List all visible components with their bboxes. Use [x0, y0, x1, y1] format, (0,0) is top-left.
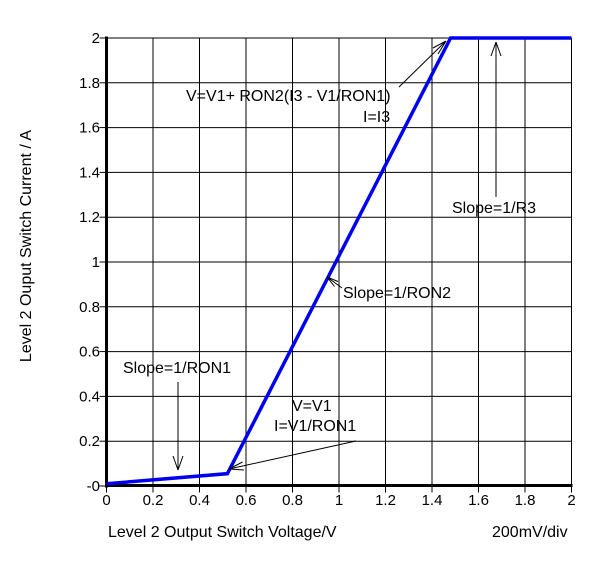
x-tick-label: 1.2 [375, 492, 396, 509]
y-tick-label: 0.8 [79, 299, 100, 316]
x-axis-scale-note: 200mV/div [492, 524, 568, 541]
annotation-slope-ron1: Slope=1/RON1 [123, 360, 232, 377]
y-tick-label: 1 [92, 254, 100, 271]
x-tick-label: 0.4 [189, 492, 210, 509]
annotation-saturation-equation-line2: I=I3 [363, 109, 391, 126]
x-tick-label: 1.4 [422, 492, 443, 509]
y-tick-label: 2 [92, 30, 100, 47]
y-tick-label: 0.6 [79, 344, 100, 361]
y-tick-labels: -0 0.2 0.4 0.6 0.8 1 1.2 1.4 1.6 1.8 2 [79, 30, 100, 495]
iv-curve [106, 36, 572, 486]
y-tick-label: 1.8 [79, 75, 100, 92]
arrow-saturation-corner [398, 40, 447, 88]
x-tick-label: 0.2 [143, 492, 164, 509]
annotation-knee-line2: I=V1/RON1 [274, 418, 357, 435]
y-tick-label: 1.4 [79, 164, 100, 181]
arrow-slope-ron1 [172, 382, 184, 471]
y-tick-label: 0.4 [79, 388, 100, 405]
annotation-saturation-equation-line1: V=V1+ RON2(I3 - V1/RON1) [186, 88, 391, 105]
y-tick-label: 1.2 [79, 209, 100, 226]
axis-ticks [99, 37, 572, 493]
arrow-knee [228, 440, 357, 471]
y-tick-label: 0.2 [79, 433, 100, 450]
x-tick-label: 0.8 [282, 492, 303, 509]
y-axis-title: Level 2 Ouput Switch Current / A [18, 129, 35, 363]
x-tick-label: 1.8 [515, 492, 536, 509]
y-tick-label: -0 [87, 478, 100, 495]
annotation-knee-line1: V=V1 [292, 398, 332, 415]
x-tick-label: 2 [567, 492, 575, 509]
arrow-slope-ron2 [326, 276, 343, 289]
arrow-slope-r3 [490, 41, 502, 197]
x-tick-label: 1.6 [468, 492, 489, 509]
x-tick-label: 0 [102, 492, 110, 509]
x-axis-title: Level 2 Output Switch Voltage/V [108, 524, 337, 541]
annotation-arrows [172, 40, 502, 471]
x-tick-label: 1 [335, 492, 343, 509]
annotation-slope-ron2: Slope=1/RON2 [343, 285, 452, 302]
y-tick-label: 1.6 [79, 120, 100, 137]
x-tick-label: 0.6 [236, 492, 257, 509]
annotation-slope-r3: Slope=1/R3 [452, 200, 537, 217]
x-tick-labels: 0 0.2 0.4 0.6 0.8 1 1.2 1.4 1.6 1.8 2 [102, 492, 575, 509]
